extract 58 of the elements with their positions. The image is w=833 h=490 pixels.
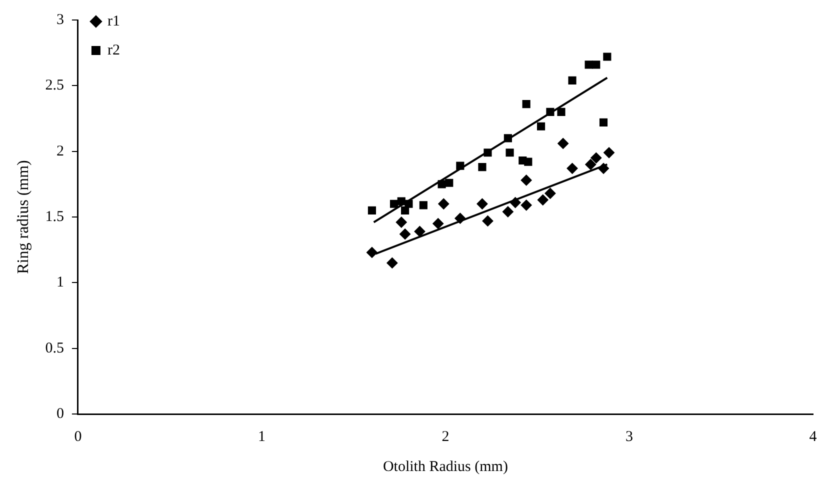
y-tick-label: 1.5 bbox=[45, 208, 64, 225]
point bbox=[390, 200, 398, 208]
point bbox=[558, 138, 569, 149]
point bbox=[438, 198, 450, 210]
x-tick-label: 4 bbox=[809, 428, 818, 445]
point bbox=[396, 216, 407, 228]
point bbox=[368, 206, 376, 214]
point bbox=[419, 201, 428, 210]
point bbox=[585, 158, 596, 170]
x-tick-label: 1 bbox=[258, 428, 266, 445]
point bbox=[482, 215, 494, 226]
point bbox=[414, 226, 426, 237]
y-tick-label: 1 bbox=[56, 274, 64, 291]
y-tick-label: 3 bbox=[56, 12, 64, 28]
point bbox=[590, 152, 602, 164]
point bbox=[544, 188, 556, 199]
point bbox=[520, 174, 532, 186]
point bbox=[445, 178, 454, 187]
point bbox=[456, 162, 464, 170]
point bbox=[404, 200, 413, 208]
point bbox=[366, 246, 378, 258]
legend-label: r1 bbox=[107, 13, 120, 30]
point bbox=[557, 108, 566, 116]
point bbox=[537, 194, 548, 206]
point bbox=[478, 163, 486, 172]
point bbox=[484, 148, 492, 157]
point bbox=[604, 147, 615, 158]
point bbox=[504, 134, 512, 142]
point bbox=[566, 162, 578, 174]
point bbox=[510, 197, 521, 208]
point bbox=[546, 108, 554, 116]
x-tick-label: 0 bbox=[74, 428, 82, 445]
point bbox=[603, 52, 612, 61]
point bbox=[520, 200, 532, 211]
point bbox=[454, 212, 466, 224]
point bbox=[476, 198, 488, 210]
x-tick-label: 2 bbox=[442, 428, 450, 445]
point bbox=[432, 218, 444, 230]
point bbox=[506, 148, 514, 157]
legend-label: r2 bbox=[107, 42, 120, 58]
point bbox=[536, 122, 546, 130]
x-tick-label: 3 bbox=[625, 428, 633, 445]
y-tick-label: 0.5 bbox=[45, 340, 64, 356]
y-tick-label: 0 bbox=[56, 406, 64, 422]
point bbox=[400, 228, 411, 240]
y-axis-title: Ring radius (mm) bbox=[14, 160, 32, 274]
y-tick-label: 2.5 bbox=[45, 78, 64, 94]
point bbox=[397, 197, 406, 206]
point bbox=[592, 60, 600, 69]
point bbox=[522, 100, 530, 108]
y-tick-label: 2 bbox=[56, 143, 64, 160]
point bbox=[598, 162, 610, 174]
point bbox=[386, 257, 398, 268]
point bbox=[524, 158, 532, 166]
x-axis-title: Otolith Radius (mm) bbox=[382, 458, 508, 475]
point bbox=[568, 76, 576, 84]
point bbox=[599, 118, 608, 126]
point bbox=[502, 206, 514, 218]
